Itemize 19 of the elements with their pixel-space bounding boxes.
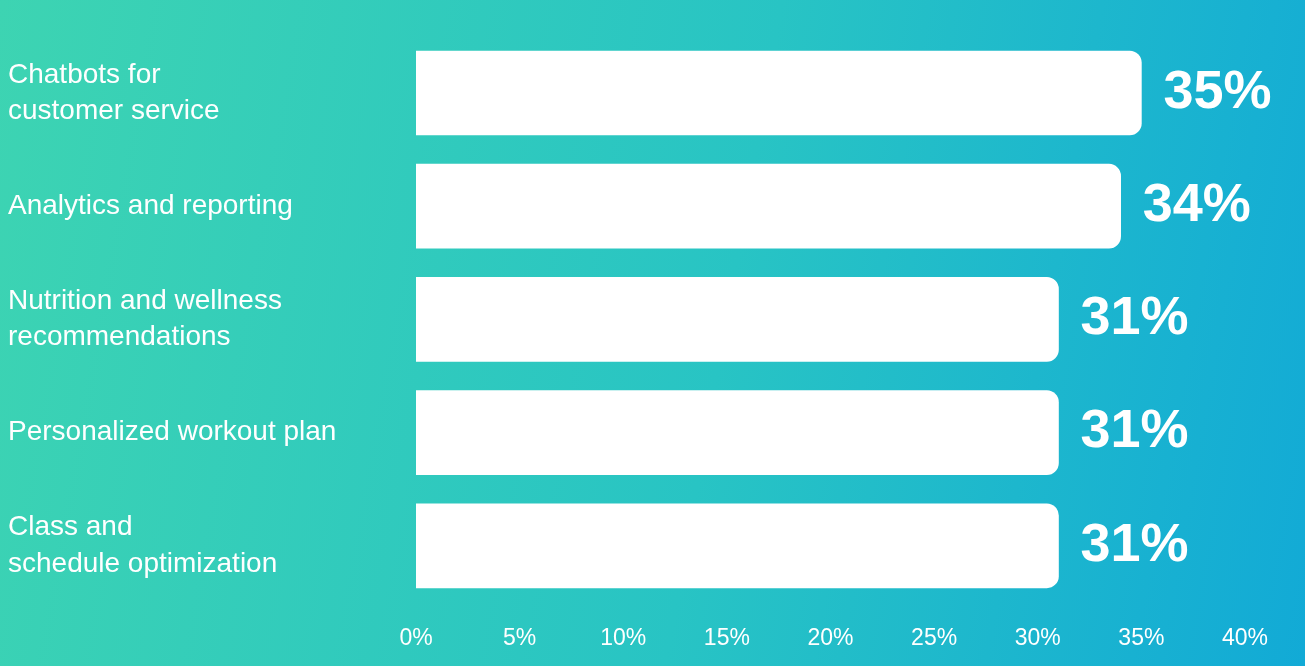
x-tick-label: 25% [911, 623, 958, 650]
y-tick-label: Class and schedule optimization [8, 510, 278, 578]
y-tick-label: Analytics and reporting [8, 188, 293, 220]
data-label: 35% [1163, 58, 1272, 119]
x-tick-label: 40% [1221, 623, 1269, 650]
x-tick-label: 15% [703, 623, 750, 650]
y-tick-label: Personalized workout plan [8, 415, 337, 447]
x-tick-label: 20% [807, 623, 854, 650]
x-tick-label: 5% [503, 623, 537, 650]
x-tick-label: 35% [1118, 623, 1165, 650]
data-label: 34% [1142, 172, 1251, 233]
data-label: 31% [1080, 511, 1189, 572]
x-tick-label: 10% [600, 623, 647, 650]
y-tick-label: Nutrition and wellness recommendations [8, 283, 282, 352]
y-tick-label: Chatbots for customer service [8, 57, 220, 125]
x-tick-label: 30% [1014, 623, 1061, 650]
data-label: 31% [1080, 285, 1189, 346]
data-label: 31% [1080, 398, 1189, 459]
x-tick-label: 0% [399, 623, 433, 650]
